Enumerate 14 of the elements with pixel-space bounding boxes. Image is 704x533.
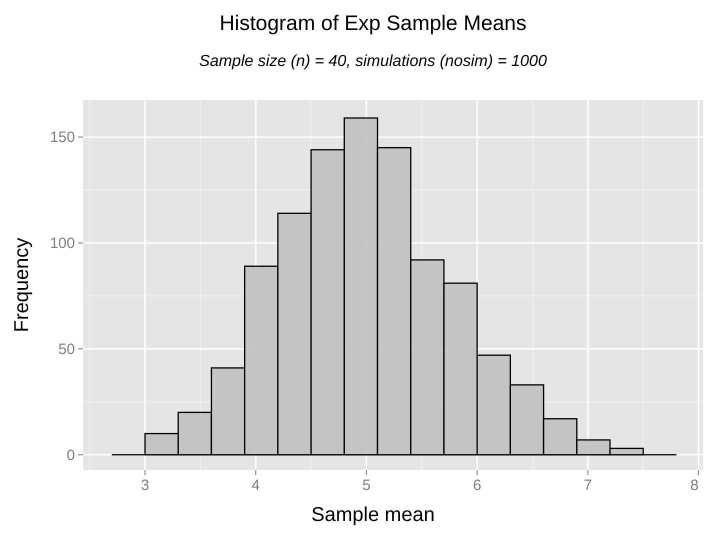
y-axis-title: Frequency [11,238,33,332]
y-tick-label: 100 [50,234,75,252]
y-tick-label: 150 [50,129,75,146]
x-tick-label: 3 [140,477,150,494]
x-tick-label: 4 [252,477,260,494]
chart-subtitle: Sample size (n) = 40, simulations (nosim) = 1000 [199,53,547,70]
x-axis-title: Sample mean [311,504,435,526]
x-tick-label: 5 [362,477,371,494]
y-tick-label: 0 [66,446,75,464]
x-tick-label: 6 [472,477,482,494]
x-tick-label: 8 [690,477,699,494]
chart-title: Histogram of Exp Sample Means [220,12,526,35]
x-tick-label: 7 [584,477,592,494]
y-tick-label: 50 [58,340,75,358]
